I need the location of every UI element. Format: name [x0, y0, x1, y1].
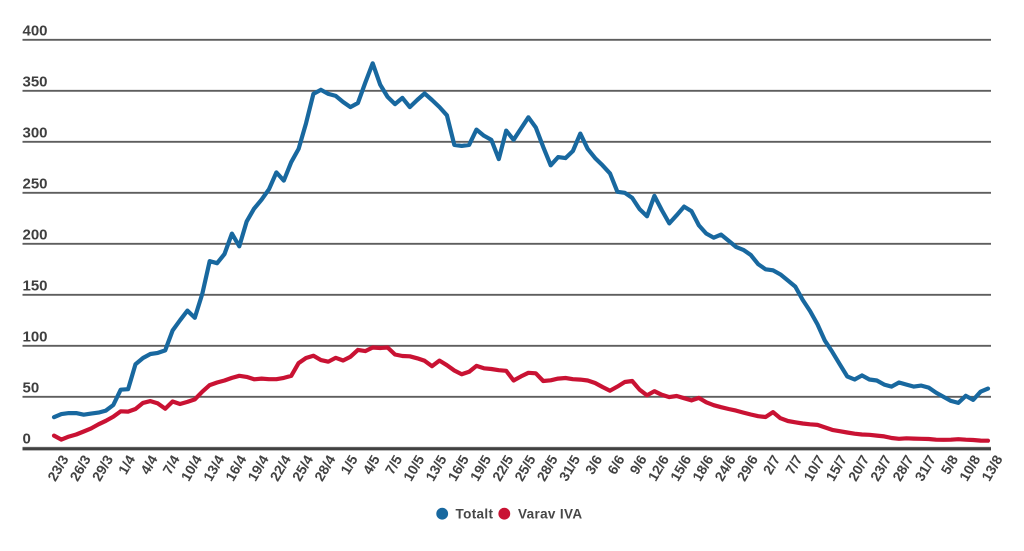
svg-text:19/5: 19/5: [467, 452, 495, 484]
svg-text:23/3: 23/3: [44, 452, 72, 484]
svg-text:Totalt: Totalt: [456, 507, 494, 522]
svg-text:50: 50: [23, 379, 40, 396]
svg-text:400: 400: [23, 22, 48, 39]
svg-text:100: 100: [23, 328, 48, 345]
svg-text:24/6: 24/6: [711, 452, 739, 484]
svg-text:16/5: 16/5: [444, 452, 472, 484]
svg-text:1/4: 1/4: [115, 452, 139, 477]
svg-text:28/5: 28/5: [533, 452, 561, 484]
svg-text:29/6: 29/6: [734, 452, 762, 484]
svg-text:31/7: 31/7: [911, 452, 939, 484]
svg-text:150: 150: [23, 277, 48, 294]
svg-text:15/6: 15/6: [667, 452, 695, 484]
svg-text:4/5: 4/5: [359, 452, 383, 477]
svg-text:18/6: 18/6: [689, 452, 717, 484]
svg-text:Varav IVA: Varav IVA: [518, 507, 582, 522]
svg-text:23/7: 23/7: [867, 452, 895, 484]
svg-text:20/7: 20/7: [845, 452, 873, 484]
svg-text:25/4: 25/4: [289, 452, 317, 484]
svg-text:2/7: 2/7: [760, 452, 784, 477]
svg-text:25/5: 25/5: [511, 452, 539, 484]
svg-text:10/8: 10/8: [956, 452, 984, 484]
svg-text:12/6: 12/6: [645, 452, 673, 484]
svg-text:13/4: 13/4: [200, 452, 228, 484]
svg-text:19/4: 19/4: [244, 452, 272, 484]
svg-text:29/3: 29/3: [89, 452, 117, 484]
svg-text:26/3: 26/3: [66, 452, 94, 484]
svg-text:4/4: 4/4: [137, 452, 161, 477]
svg-text:28/7: 28/7: [889, 452, 917, 484]
svg-text:22/4: 22/4: [267, 452, 295, 484]
svg-text:300: 300: [23, 124, 48, 141]
svg-text:3/6: 3/6: [582, 452, 606, 477]
svg-text:1/5: 1/5: [337, 452, 361, 477]
svg-text:15/7: 15/7: [822, 452, 850, 484]
svg-text:13/5: 13/5: [422, 452, 450, 484]
svg-text:10/5: 10/5: [400, 452, 428, 484]
svg-text:6/6: 6/6: [604, 452, 628, 477]
svg-text:200: 200: [23, 226, 48, 243]
svg-text:10/7: 10/7: [800, 452, 828, 484]
svg-text:350: 350: [23, 73, 48, 90]
svg-text:31/5: 31/5: [556, 452, 584, 484]
svg-text:250: 250: [23, 175, 48, 192]
svg-text:10/4: 10/4: [178, 452, 206, 484]
svg-text:13/8: 13/8: [978, 452, 1006, 484]
svg-text:16/4: 16/4: [222, 452, 250, 484]
svg-text:0: 0: [23, 430, 31, 447]
svg-text:22/5: 22/5: [489, 452, 517, 484]
svg-text:28/4: 28/4: [311, 452, 339, 484]
